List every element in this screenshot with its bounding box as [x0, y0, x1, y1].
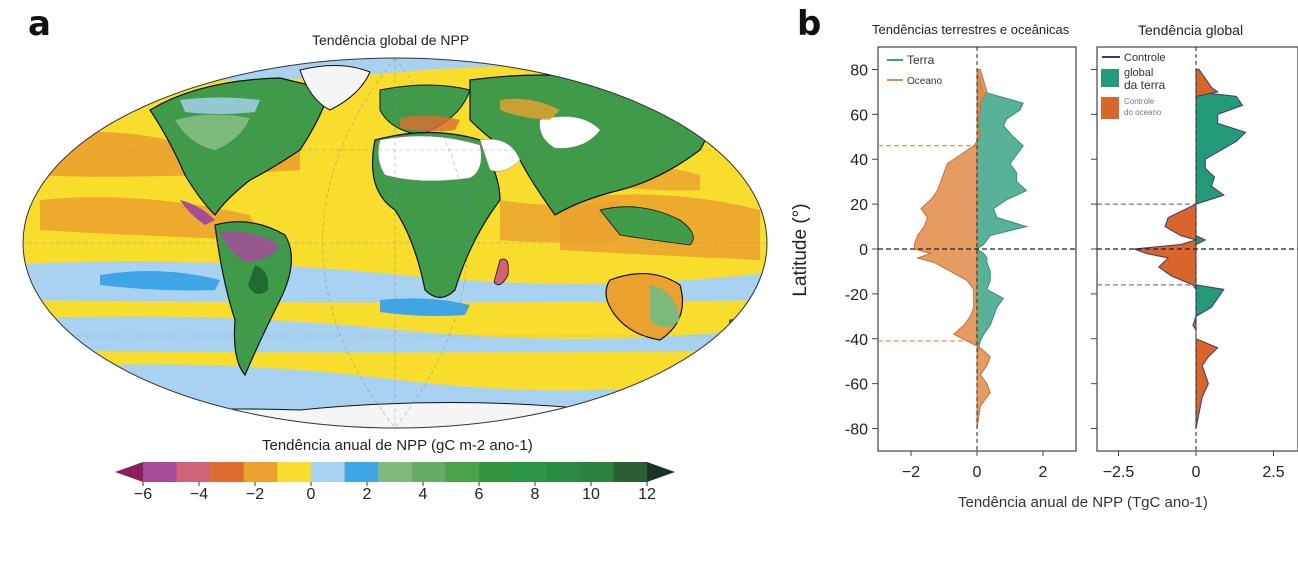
- legend-label-ocean: Controle: [1124, 97, 1155, 106]
- panel-b-letter: b: [797, 4, 822, 44]
- colorbar-segment: [445, 462, 480, 482]
- colorbar-tick-label: −2: [245, 486, 265, 503]
- world-map: [22, 57, 768, 429]
- y-tick-label: -40: [845, 332, 868, 349]
- y-tick-label: 80: [850, 62, 868, 79]
- y-tick-label: -60: [845, 377, 868, 394]
- y-tick-label: 60: [850, 107, 868, 124]
- colorbar-segment: [378, 462, 413, 482]
- svg-text:do oceano: do oceano: [1124, 108, 1162, 117]
- colorbar-segment: [479, 462, 514, 482]
- legend-label-controle: Controle: [1124, 52, 1166, 64]
- y-tick-label: 40: [850, 152, 868, 169]
- colorbar-segment: [613, 462, 648, 482]
- colorbar-label: Tendência anual de NPP (gC m-2 ano-1): [262, 437, 533, 454]
- legend-patch-ocean: [1101, 97, 1119, 119]
- colorbar-extend-min: [115, 462, 143, 482]
- x-tick-label: 0: [1192, 464, 1201, 481]
- colorbar-tick-label: 6: [474, 486, 484, 503]
- x-tick-label: 2.5: [1262, 464, 1284, 481]
- x-tick-label: −2: [902, 464, 920, 481]
- legend-patch-land: [1101, 69, 1119, 87]
- y-tick-label: 0: [859, 242, 868, 259]
- colorbar-segment: [411, 462, 446, 482]
- colorbar-segment: [546, 462, 581, 482]
- legend-label-oceano: Oceano: [907, 76, 942, 87]
- x-tick-label: 0: [973, 464, 982, 481]
- legend-label-terra: Terra: [907, 53, 935, 67]
- colorbar-segment: [243, 462, 278, 482]
- colorbar-extend-max: [647, 462, 675, 482]
- colorbar-tick-label: −4: [189, 486, 209, 503]
- x-tick-label: −2.5: [1103, 464, 1135, 481]
- x-axis-label: Tendência anual de NPP (TgC ano-1): [958, 494, 1208, 511]
- colorbar-segment: [277, 462, 312, 482]
- y-tick-label: -80: [845, 422, 868, 439]
- colorbar-tick-label: −6: [133, 486, 153, 503]
- colorbar-tick-label: 4: [418, 486, 428, 503]
- colorbar-tick-label: 12: [638, 486, 656, 503]
- colorbar-segment: [344, 462, 379, 482]
- x-tick-label: 2: [1039, 464, 1048, 481]
- colorbar: [115, 462, 675, 486]
- colorbar-segment: [143, 462, 178, 482]
- colorbar-tick-label: 0: [306, 486, 316, 503]
- colorbar-segment: [579, 462, 614, 482]
- colorbar-segment: [176, 462, 211, 482]
- colorbar-segment: [311, 462, 346, 482]
- right-profile-title: Tendência global: [1138, 22, 1244, 38]
- y-tick-label: -20: [845, 287, 868, 304]
- colorbar-segment: [210, 462, 245, 482]
- y-tick-label: 20: [850, 197, 868, 214]
- colorbar-tick-label: 8: [530, 486, 540, 503]
- left-profile-panel: −2 0 2 80 60 40 20 0 -20 -40 -60 -80 Terra Oceano: [845, 46, 1077, 481]
- colorbar-tick-label: 2: [362, 486, 372, 503]
- map-title: Tendência global de NPP: [312, 32, 470, 48]
- colorbar-ticks: −6 −4 −2 0 2 4 6 8 10 12: [0, 486, 790, 510]
- legend-label-land: da terra: [1124, 78, 1166, 92]
- svg-text:global: global: [1124, 67, 1153, 79]
- left-profile-title: Tendências terrestres e oceânicas: [872, 22, 1070, 37]
- panel-a-letter: a: [28, 4, 51, 44]
- colorbar-segment: [512, 462, 547, 482]
- colorbar-tick-label: 10: [582, 486, 600, 503]
